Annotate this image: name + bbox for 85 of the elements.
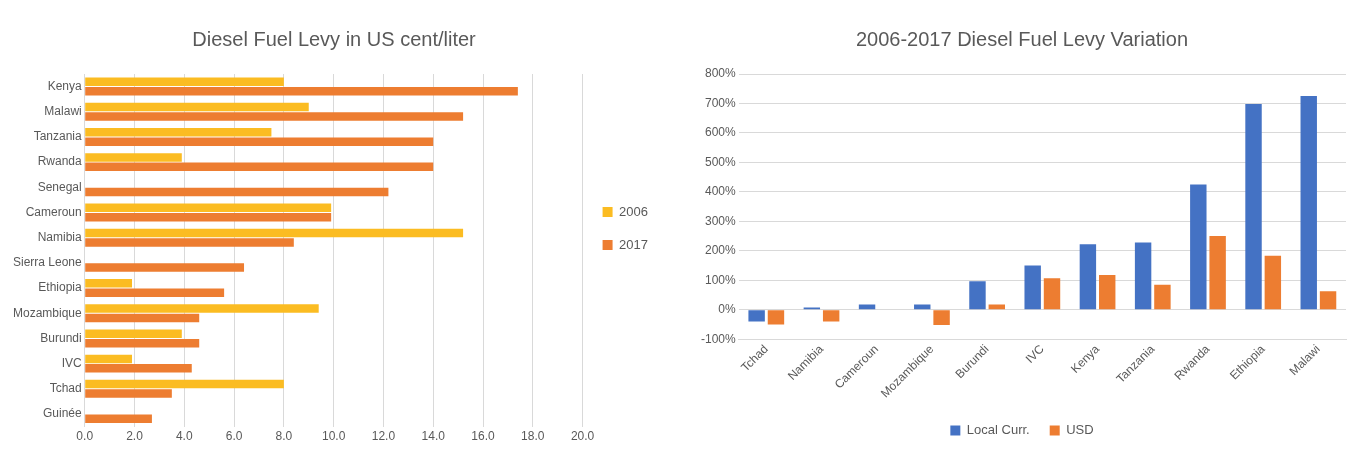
bar [1024, 265, 1041, 310]
y-tick-label: -100% [701, 331, 737, 346]
bar [822, 310, 840, 322]
y-tick-label: Guinée [43, 406, 83, 421]
y-tick-label: Namibia [37, 230, 83, 245]
y-tick-label: 700% [704, 95, 737, 110]
bar [85, 379, 284, 389]
bar [85, 288, 225, 298]
bar [85, 112, 464, 121]
x-tick-label: 2.0 [126, 429, 144, 444]
chart-title: Diesel Fuel Levy in US cent/liter [192, 27, 477, 50]
y-tick-label: Malawi [44, 104, 82, 119]
bar [1134, 242, 1152, 310]
bar [1190, 184, 1207, 310]
y-tick-label: Senegal [37, 179, 82, 194]
y-tick-label: Burundi [40, 330, 82, 345]
y-tick-label: Tanzania [33, 129, 83, 144]
y-tick-label: 600% [704, 125, 737, 140]
bar [85, 162, 434, 172]
bar [85, 102, 309, 112]
bar [748, 310, 765, 322]
bar [85, 212, 332, 222]
bar [85, 203, 332, 213]
bar [1099, 274, 1116, 310]
bar [85, 87, 518, 96]
bar [1154, 284, 1171, 310]
x-tick-label: 12.0 [371, 429, 396, 444]
x-tick-label: 4.0 [175, 429, 193, 444]
bar [85, 414, 152, 423]
bar [1245, 104, 1262, 310]
bar [1264, 255, 1282, 310]
bar [85, 313, 200, 323]
y-tick-label: 100% [704, 272, 737, 287]
x-tick-label: 20.0 [570, 429, 595, 444]
bar [85, 187, 389, 197]
chart-title: 2006-2017 Diesel Fuel Levy Variation [855, 27, 1189, 50]
y-tick-label: 400% [704, 184, 737, 199]
y-tick-label: Ethiopia [38, 280, 83, 295]
y-tick-label: 800% [704, 66, 737, 81]
bar [85, 153, 182, 162]
y-tick-label: 500% [704, 154, 737, 169]
legend-label: 2017 [619, 236, 648, 252]
x-tick-label: 0.0 [76, 429, 94, 444]
bar [85, 364, 192, 373]
bar [1300, 96, 1317, 310]
bar [85, 338, 200, 348]
x-tick-label: 10.0 [321, 429, 346, 444]
y-tick-label: Mozambique [13, 305, 83, 320]
y-tick-label: 300% [704, 213, 737, 228]
x-tick-label: 8.0 [275, 429, 293, 444]
x-tick-label: 18.0 [521, 429, 545, 444]
x-tick-label: 14.0 [421, 429, 446, 444]
bar [85, 263, 245, 272]
y-tick-label: Kenya [47, 78, 83, 93]
y-tick-label: 200% [704, 243, 737, 258]
bar [1209, 236, 1226, 310]
bar [914, 304, 931, 310]
bar [1043, 278, 1061, 310]
bar [1079, 244, 1097, 310]
bar [85, 77, 284, 87]
bar [85, 228, 464, 238]
y-tick-label: Sierra Leone [12, 255, 83, 270]
bar [85, 389, 172, 398]
x-tick-label: 16.0 [471, 429, 496, 444]
bar [85, 238, 294, 247]
bar [969, 281, 986, 310]
legend-label: Local Curr. [966, 422, 1030, 438]
bar [85, 127, 272, 137]
bar [767, 310, 785, 325]
legend-label: USD [1066, 422, 1094, 438]
y-tick-label: Cameroun [25, 204, 82, 219]
y-tick-label: Rwanda [37, 154, 83, 169]
x-tick-label: IVC [1022, 341, 1048, 366]
legend-label: 2006 [619, 203, 648, 219]
bar [933, 310, 950, 326]
bar [85, 279, 133, 288]
bar [1319, 291, 1337, 310]
x-tick-label: 6.0 [225, 429, 243, 444]
bar [858, 304, 876, 310]
bar [85, 304, 319, 313]
bar [85, 137, 434, 146]
y-tick-label: 0% [718, 302, 737, 317]
bar [85, 329, 182, 338]
bar [988, 304, 1006, 310]
bar [85, 354, 133, 364]
